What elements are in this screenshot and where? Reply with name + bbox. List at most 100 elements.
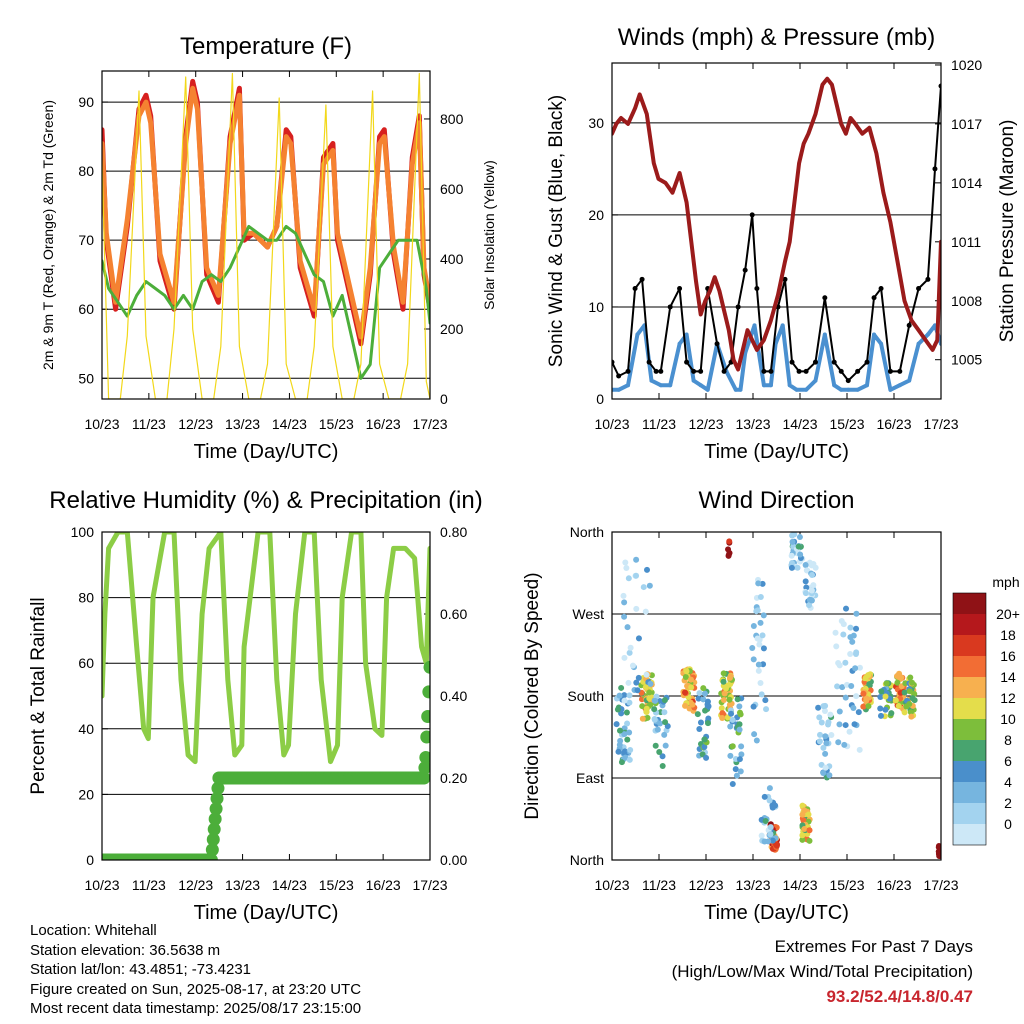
direction-point	[765, 838, 772, 845]
direction-point	[818, 719, 825, 726]
winds-black-point	[691, 368, 697, 374]
direction-point	[615, 748, 622, 755]
rh-ytick-label: 60	[78, 655, 94, 671]
direction-point	[849, 638, 856, 645]
direction-point	[635, 635, 642, 642]
winds-blue-point	[813, 378, 818, 383]
direction-point	[907, 709, 914, 716]
winds-black-point	[625, 368, 631, 374]
extremes-subtitle: (High/Low/Max Wind/Total Precipitation)	[671, 962, 973, 981]
direction-point	[802, 590, 809, 597]
winds-blue-point	[626, 383, 631, 388]
direction-point	[772, 802, 779, 809]
direction-point	[656, 749, 663, 756]
winds-black-point	[646, 359, 652, 365]
direction-point	[865, 703, 872, 710]
direction-point	[806, 837, 813, 844]
direction-point	[621, 654, 628, 661]
direction-plot	[613, 532, 941, 860]
direction-legend-swatch	[953, 719, 986, 740]
direction-point	[892, 697, 899, 704]
rh-xtick-label: 11/23	[132, 877, 166, 893]
winds-blue-point	[761, 383, 766, 388]
direction-point	[705, 715, 712, 722]
direction-point	[644, 714, 651, 721]
winds-xlabel: Time (Day/UTC)	[704, 441, 849, 463]
direction-point	[758, 832, 765, 839]
direction-xtick-label: 12/23	[688, 877, 723, 893]
direction-point	[704, 720, 711, 727]
direction-legend-swatch	[953, 656, 986, 677]
direction-point	[794, 564, 801, 571]
direction-ytick-label: East	[576, 770, 604, 786]
direction-point	[840, 621, 847, 628]
winds-black-point	[735, 304, 741, 310]
winds-black-point	[864, 359, 870, 365]
winds-blue-point	[691, 378, 696, 383]
direction-point	[767, 831, 774, 838]
winds-black-point	[803, 368, 809, 374]
direction-point	[795, 543, 802, 550]
winds-black-point	[871, 295, 877, 301]
direction-point	[738, 743, 745, 750]
rh-plot	[102, 532, 430, 860]
direction-point	[702, 707, 709, 714]
direction-point	[757, 594, 764, 601]
direction-legend-label: 6	[1004, 753, 1012, 769]
rh-precip-point	[205, 843, 219, 857]
temperature-ytick-label: 90	[78, 94, 94, 110]
winds-ylabel: Sonic Wind & Gust (Blue, Black)	[546, 95, 567, 367]
direction-point	[625, 679, 632, 686]
direction-point	[623, 565, 630, 572]
direction-xtick-label: 11/23	[642, 877, 676, 893]
direction-legend-border	[952, 592, 987, 846]
winds-black-point	[845, 378, 851, 384]
winds-blue-point	[794, 387, 799, 392]
winds-blue-point	[865, 383, 870, 388]
rh-y2tick-label: 0.20	[440, 770, 467, 786]
direction-point	[799, 811, 806, 818]
direction-point	[622, 559, 629, 566]
direction-legend-swatch	[953, 740, 986, 761]
rh-ytick-label: 0	[86, 852, 94, 868]
direction-legend-swatch	[953, 614, 986, 635]
direction-point	[799, 832, 806, 839]
direction-point	[909, 695, 916, 702]
direction-point	[755, 580, 762, 587]
winds-xtick-label: 12/23	[688, 416, 723, 432]
direction-point	[659, 753, 666, 760]
direction-point	[734, 696, 741, 703]
direction-legend-label: 14	[1000, 669, 1016, 685]
direction-point	[700, 696, 707, 703]
direction-legend-swatch	[953, 593, 986, 614]
winds-black-point	[831, 359, 837, 365]
direction-point	[846, 728, 853, 735]
direction-point	[652, 742, 659, 749]
direction-point	[756, 641, 763, 648]
direction-point	[802, 578, 809, 585]
winds-blue-point	[822, 332, 827, 337]
winds-blue-point	[879, 341, 884, 346]
direction-point	[820, 703, 827, 710]
direction-xtick-label: 10/23	[594, 877, 629, 893]
direction-point	[788, 552, 795, 559]
winds-blue-point	[635, 332, 640, 337]
direction-point	[661, 697, 668, 704]
winds-xtick-label: 16/23	[876, 416, 911, 432]
winds-y2tick-label: 1020	[951, 57, 982, 73]
direction-point	[662, 719, 669, 726]
direction-point	[626, 649, 633, 656]
direction-point	[888, 710, 895, 717]
direction-point	[806, 602, 813, 609]
winds-black-point	[878, 286, 884, 292]
direction-point	[808, 587, 815, 594]
direction-legend-label: 8	[1004, 732, 1012, 748]
direction-point	[815, 704, 822, 711]
rh-xlabel: Time (Day/UTC)	[194, 902, 339, 924]
direction-point	[626, 699, 633, 706]
direction-point	[621, 692, 628, 699]
winds-y2tick-label: 1017	[951, 116, 982, 132]
winds-blue-point	[738, 387, 743, 392]
direction-point	[757, 680, 764, 687]
winds-black-point	[916, 286, 922, 292]
